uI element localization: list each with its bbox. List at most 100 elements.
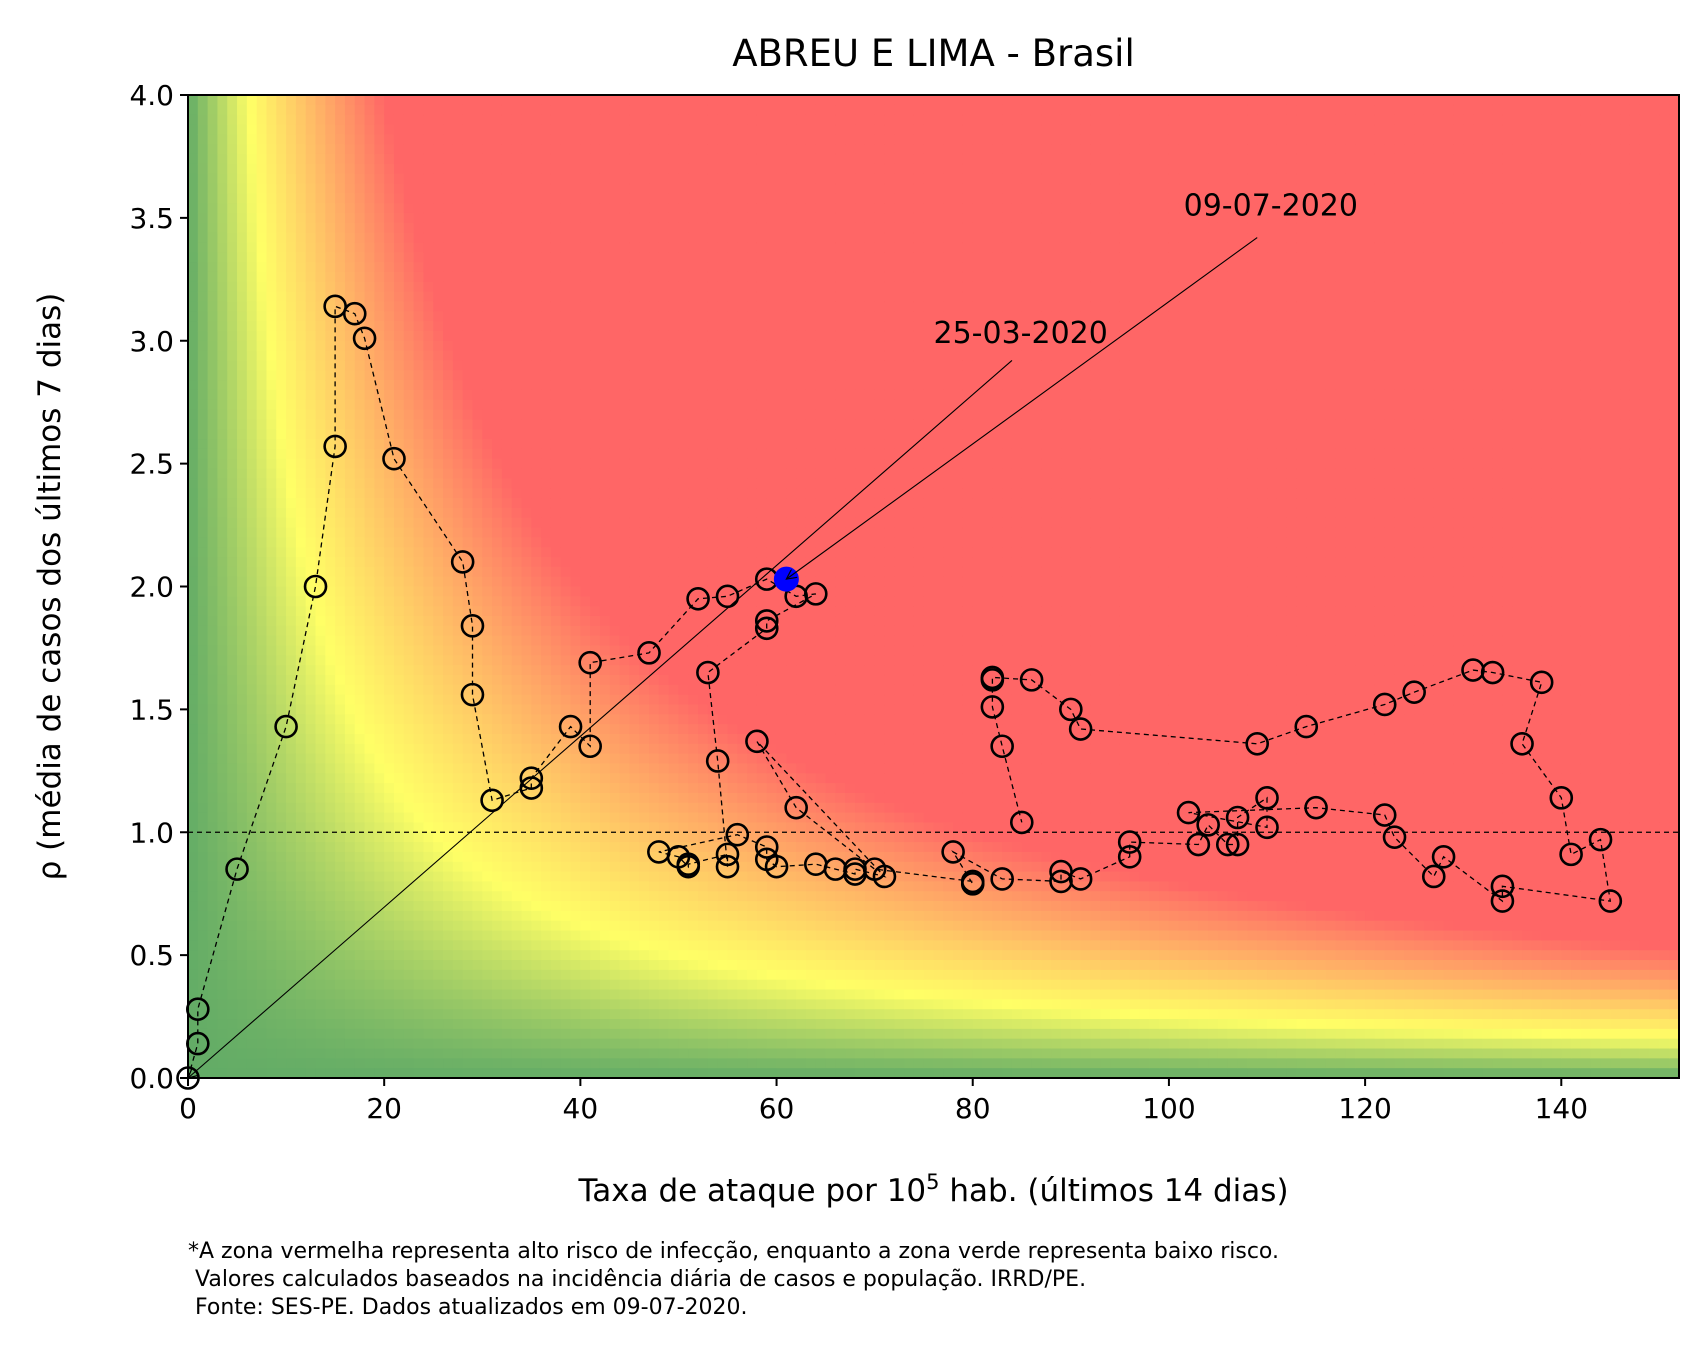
data-point-29 [705, 749, 730, 773]
data-point-72 [1598, 889, 1623, 913]
data-point-27 [754, 616, 779, 641]
data-point-30 [715, 854, 740, 879]
data-point-28 [696, 660, 720, 685]
data-points [176, 294, 1623, 1090]
x-tick-label-0: 0 [179, 1092, 197, 1125]
data-point-4 [274, 714, 298, 739]
data-point-68 [1421, 864, 1446, 889]
data-point-46 [784, 795, 808, 820]
data-point-26 [754, 609, 779, 633]
y-tick-label-3: 1.5 [129, 693, 174, 726]
x-axis-label: Taxa de ataque por 105 hab. (últimos 14 … [577, 1170, 1288, 1209]
data-point-3 [225, 857, 249, 881]
data-point-20 [637, 641, 661, 665]
data-point-37 [754, 835, 779, 859]
data-point-70 [1490, 889, 1515, 913]
data-point-36 [725, 822, 750, 847]
data-point-55 [1117, 845, 1142, 869]
footnote-line-1: *A zona vermelha representa alto risco d… [188, 1239, 1279, 1264]
data-point-75 [1549, 786, 1574, 810]
x-tick-label-7: 140 [1535, 1092, 1588, 1125]
data-point-81 [1372, 692, 1397, 717]
x-tick-label-5: 100 [1142, 1092, 1195, 1125]
y-tick-label-8: 4.0 [129, 79, 174, 112]
data-point-74 [1559, 842, 1583, 867]
y-tick-label-0: 0.0 [129, 1062, 174, 1095]
data-point-19 [578, 650, 602, 675]
data-point-63 [1255, 815, 1279, 840]
data-point-18 [578, 734, 602, 759]
data-point-65 [1304, 795, 1328, 820]
data-point-22 [715, 584, 740, 609]
data-point-16 [519, 766, 544, 790]
data-point-50 [941, 840, 965, 864]
y-axis-label: ρ (média de casos dos últimos 7 dias) [32, 293, 68, 881]
data-point-69 [1431, 845, 1456, 869]
data-point-89 [980, 695, 1005, 719]
data-point-25 [803, 582, 828, 606]
data-point-21 [686, 586, 710, 611]
x-axis-label-rest: hab. (últimos 14 dias) [940, 1173, 1289, 1209]
data-point-31 [715, 842, 740, 867]
y-tick-label-2: 1.0 [129, 816, 174, 849]
data-point-61 [1225, 805, 1250, 830]
data-point-85 [1059, 697, 1083, 722]
data-point-66 [1372, 803, 1397, 827]
annotations: 25-03-2020 09-07-2020 [188, 188, 1358, 1078]
data-point-51 [990, 867, 1014, 891]
data-point-57 [1186, 832, 1211, 857]
x-tick-label-3: 60 [759, 1092, 795, 1125]
data-point-47 [862, 857, 887, 881]
data-point-35 [647, 840, 671, 864]
risk-heatmap [188, 95, 1679, 1078]
chart-title: ABREU E LIMA - Brasil [732, 32, 1135, 75]
data-point-45 [745, 729, 769, 754]
data-point-11 [450, 550, 475, 574]
data-point-76 [1510, 731, 1534, 756]
y-tick-label-7: 3.5 [129, 202, 174, 235]
data-point-43 [843, 857, 867, 881]
x-axis-label-exponent: 5 [926, 1170, 939, 1194]
annotation-arrow-0 [188, 359, 1013, 1078]
data-point-91 [1009, 810, 1034, 835]
data-point-6 [323, 434, 347, 459]
x-tick-label-2: 40 [563, 1092, 599, 1125]
y-tick-label-4: 2.0 [129, 571, 174, 604]
data-point-84 [1068, 717, 1093, 741]
x-tick-label-4: 80 [955, 1092, 991, 1125]
data-point-73 [1588, 827, 1613, 852]
data-point-62 [1255, 786, 1279, 810]
data-point-83 [1245, 731, 1270, 756]
annotation-label-1: 09-07-2020 [1184, 188, 1358, 223]
y-tick-label-5: 2.5 [129, 448, 174, 481]
annotation-label-0: 25-03-2020 [934, 316, 1108, 351]
data-point-71 [1490, 874, 1515, 899]
data-point-58 [1196, 813, 1220, 837]
data-point-56 [1117, 830, 1142, 854]
x-axis-label-main: Taxa de ataque por 10 [577, 1173, 926, 1209]
data-point-12 [460, 614, 485, 638]
data-point-39 [764, 854, 789, 879]
data-point-59 [1215, 832, 1240, 857]
data-point-80 [1402, 680, 1426, 704]
data-point-60 [1225, 832, 1250, 857]
data-point-82 [1294, 714, 1319, 739]
data-point-77 [1529, 670, 1554, 695]
x-tick-label-6: 120 [1338, 1092, 1391, 1125]
data-point-17 [558, 714, 583, 739]
data-point-10 [382, 446, 406, 471]
data-point-86 [1019, 668, 1044, 692]
y-axis-ticks: 0.0 0.5 1.0 1.5 2.0 2.5 3.0 3.5 4.0 [129, 79, 188, 1095]
data-point-64 [1176, 800, 1201, 825]
y-tick-label-6: 3.0 [129, 325, 174, 358]
data-point-90 [990, 734, 1014, 759]
data-point-8 [342, 301, 367, 326]
footnote-line-3: Fonte: SES-PE. Dados atualizados em 09-0… [188, 1295, 748, 1320]
x-tick-label-1: 20 [366, 1092, 402, 1125]
footnote-line-2: Valores calculados baseados na incidênci… [188, 1267, 1087, 1292]
data-point-49 [960, 872, 985, 896]
data-point-88 [980, 668, 1005, 692]
x-axis-ticks: 0 20 40 60 80 100 120 140 [179, 1078, 1588, 1125]
y-tick-label-1: 0.5 [129, 939, 174, 972]
